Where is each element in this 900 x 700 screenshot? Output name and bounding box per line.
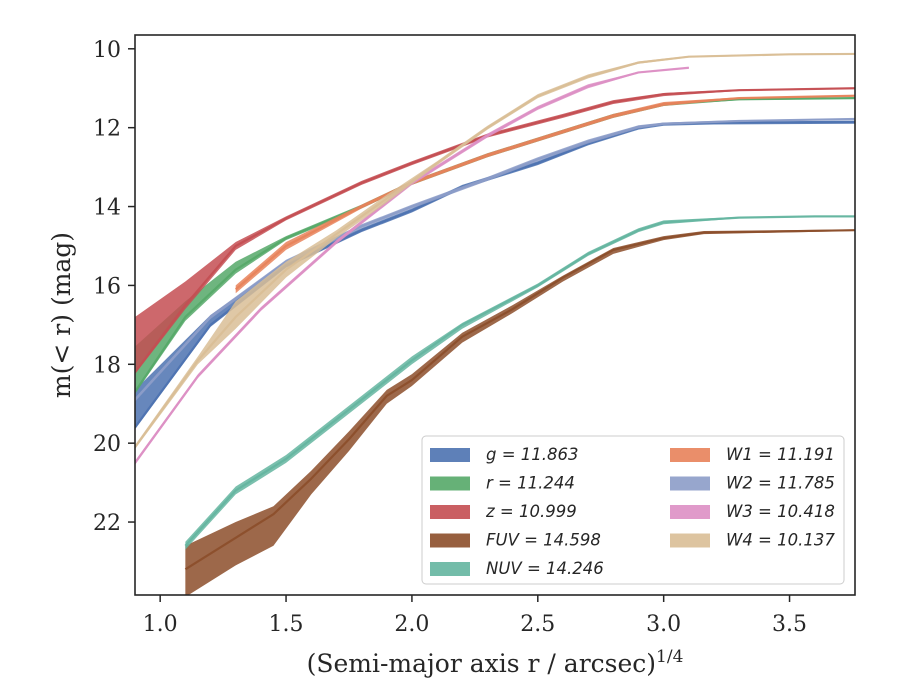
axis-ticks: 1.0 1.5 2.0 2.5 3.0 3.5 10 12 14 16 18 20 22 [93,38,807,637]
series-nuv [184,215,855,550]
legend-label: W2 = 11.785 [726,474,835,493]
x-axis-label-superscript: 1/4 [656,647,683,667]
legend-label: W4 = 10.137 [726,531,835,550]
y-tick-label: 14 [93,196,121,221]
band-g [135,120,855,430]
legend-label: g = 11.863 [486,445,579,464]
x-tick-label: 3.0 [646,612,681,637]
series-w4 [135,52,855,450]
x-axis-label-text: (Semi-major axis r / arcsec) [307,649,656,678]
legend: g = 11.863 r = 11.244 z = 10.999 FUV = 14.5… [421,435,845,585]
x-axis-label: (Semi-major axis r / arcsec)1/4 [307,647,684,678]
band-fuv [185,229,855,595]
legend-swatch [670,533,710,548]
line-g [135,121,855,429]
legend-label: W3 = 10.418 [726,502,835,521]
series-w3 [135,66,689,465]
line-w2 [135,117,855,401]
legend-swatch [430,533,470,548]
series-w2 [135,117,855,402]
legend-label: W1 = 11.191 [726,445,835,464]
y-tick-label: 18 [93,353,121,378]
line-z [135,87,855,373]
legend-swatch [430,562,470,576]
legend-label: FUV = 14.598 [486,531,601,550]
line-fuv [184,229,855,571]
legend-swatch [670,505,710,519]
band-w4 [135,53,855,450]
legend-label: z = 10.999 [485,502,577,521]
x-tick-label: 1.0 [143,612,178,637]
legend-label: NUV = 14.246 [486,559,604,578]
legend-label: r = 11.244 [486,474,575,493]
legend-swatch [430,505,470,519]
series-z [135,87,855,375]
x-tick-label: 2.5 [520,612,555,637]
legend-swatch [430,448,470,462]
plot-frame [134,34,856,596]
line-w3 [135,66,689,464]
series-w1 [234,94,855,294]
x-tick-label: 1.5 [269,612,304,637]
legend-swatch [430,476,470,491]
y-tick-label: 12 [93,117,121,142]
legend-box [421,435,845,585]
legend-swatch [670,448,710,462]
y-tick-label: 10 [93,38,121,63]
x-tick-label: 2.0 [394,612,429,637]
y-tick-label: 16 [93,274,121,299]
y-tick-label: 22 [93,511,121,536]
band-w1 [235,94,855,294]
series-g [135,120,855,430]
line-w1 [234,94,855,291]
line-w4 [135,52,855,448]
y-tick-label: 20 [93,432,121,457]
plot-area [135,52,855,595]
line-nuv [184,215,855,547]
x-tick-label: 3.5 [772,612,807,637]
y-axis-label: m(< r) (mag) [47,232,76,398]
legend-swatch [670,476,710,491]
series-fuv [184,229,855,595]
